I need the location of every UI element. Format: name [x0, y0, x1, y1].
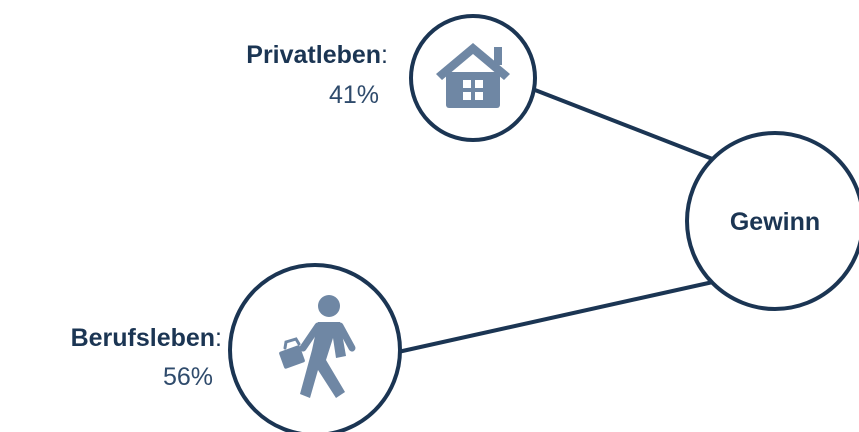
- node-title: Privatleben:: [246, 41, 388, 69]
- house-window: [463, 80, 483, 100]
- house-icon: [436, 43, 510, 108]
- node-value: 41%: [329, 81, 379, 109]
- node-title-suffix: :: [215, 324, 222, 352]
- node-label: Gewinn: [730, 208, 820, 236]
- person-icon: [279, 295, 356, 398]
- node-title-suffix: :: [381, 41, 388, 69]
- connector: [534, 88, 716, 162]
- node-circle: [685, 131, 859, 311]
- node-value: 56%: [163, 363, 213, 391]
- node-title-text: Privatleben: [246, 41, 381, 69]
- connector: [397, 280, 714, 354]
- node-title: Berufsleben:: [71, 324, 222, 352]
- node-title-text: Berufsleben: [71, 324, 215, 352]
